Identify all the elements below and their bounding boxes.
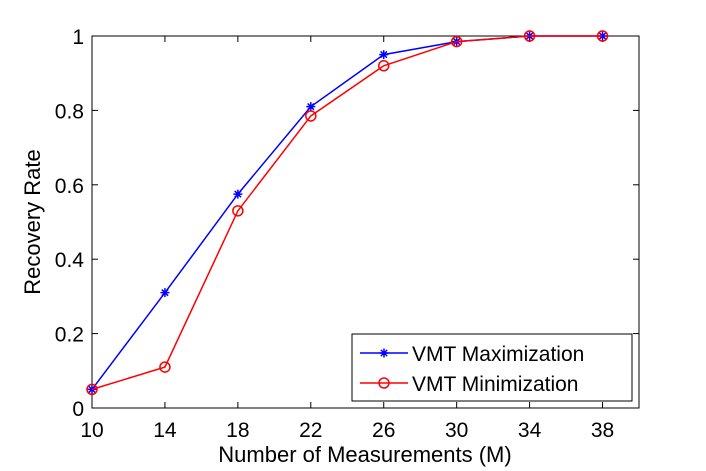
- y-tick-label: 0.6: [55, 175, 84, 198]
- x-tick-label: 10: [80, 419, 103, 442]
- line: [91, 35, 603, 391]
- marker: [523, 30, 536, 42]
- marker: [160, 288, 170, 298]
- x-tick-label: 14: [153, 419, 177, 442]
- marker: [305, 110, 317, 122]
- x-tick-label: 38: [591, 419, 614, 442]
- marker: [379, 50, 389, 60]
- y-tick-label: 0.8: [55, 100, 84, 123]
- legend-marker: [379, 348, 389, 358]
- y-tick-label: 1: [72, 26, 84, 49]
- legend-marker: [378, 377, 390, 389]
- y-tick-label: 0.2: [55, 324, 84, 347]
- legend: [351, 333, 633, 402]
- legend-label: VMT Maximization: [412, 343, 584, 366]
- marker: [306, 102, 316, 112]
- marker: [232, 205, 244, 217]
- marker: [450, 35, 463, 48]
- x-tick-label: 30: [445, 419, 468, 442]
- y-tick-label: 0.4: [55, 249, 85, 272]
- marker: [233, 189, 243, 199]
- y-axis-label: Recovery Rate: [20, 149, 45, 295]
- x-tick-label: 34: [518, 419, 542, 442]
- x-tick-label: 18: [226, 419, 249, 442]
- x-axis-label: Number of Measurements (M): [218, 442, 511, 467]
- marker: [86, 383, 98, 396]
- legend-label: VMT Minimization: [412, 373, 578, 396]
- x-tick-label: 22: [299, 419, 322, 442]
- x-tick-label: 26: [372, 419, 395, 442]
- marker: [596, 30, 609, 42]
- marker: [159, 361, 171, 373]
- marker: [377, 60, 390, 72]
- y-tick-label: 0: [72, 398, 84, 421]
